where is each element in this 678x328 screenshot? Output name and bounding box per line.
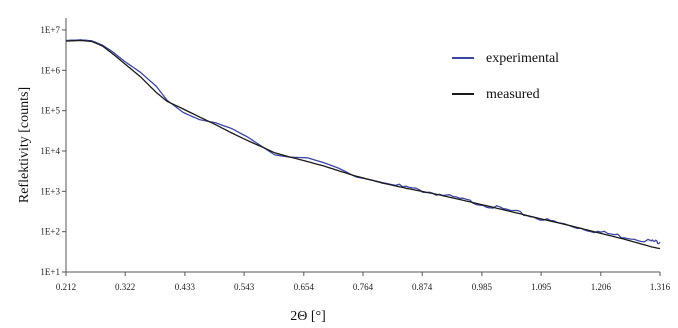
- legend: experimental measured: [452, 51, 559, 102]
- y-tick-label: 1E+5: [40, 106, 60, 116]
- y-tick-label: 1E+6: [40, 65, 60, 75]
- series-line-experimental: [65, 39, 661, 245]
- series-line-measured: [65, 39, 661, 250]
- chart-axes: [65, 18, 660, 273]
- y-tick-label: 1E+2: [40, 227, 60, 237]
- y-tick-group: 1E+1 1E+2 1E+3 1E+4 1E+5 1E+6 1E+7: [40, 25, 66, 277]
- series-layer: [65, 39, 661, 250]
- y-tick-label: 1E+7: [40, 25, 60, 35]
- x-axis-label: 2Θ [°]: [290, 309, 326, 324]
- y-axis-label: Reflektivity [counts]: [17, 87, 32, 203]
- x-tick-label: 1.206: [591, 282, 612, 292]
- x-tick-label: 0.764: [353, 282, 374, 292]
- y-tick-label: 1E+4: [40, 146, 60, 156]
- x-tick-label: 0.874: [412, 282, 433, 292]
- x-tick-label: 0.433: [175, 282, 196, 292]
- legend-label-experimental: experimental: [486, 51, 559, 66]
- y-tick-label: 1E+3: [40, 186, 60, 196]
- x-tick-group: 0.212 0.322 0.433 0.543 0.654 0.764 0.874 0.985…: [56, 272, 671, 292]
- x-tick-label: 0.985: [472, 282, 493, 292]
- x-tick-label: 0.654: [294, 282, 315, 292]
- x-tick-label: 0.543: [234, 282, 255, 292]
- x-tick-label: 1.316: [650, 282, 671, 292]
- x-tick-label: 0.322: [115, 282, 135, 292]
- x-tick-label: 1.095: [531, 282, 552, 292]
- legend-label-measured: measured: [486, 87, 540, 102]
- x-tick-label: 0.212: [56, 282, 76, 292]
- y-tick-label: 1E+1: [40, 267, 60, 277]
